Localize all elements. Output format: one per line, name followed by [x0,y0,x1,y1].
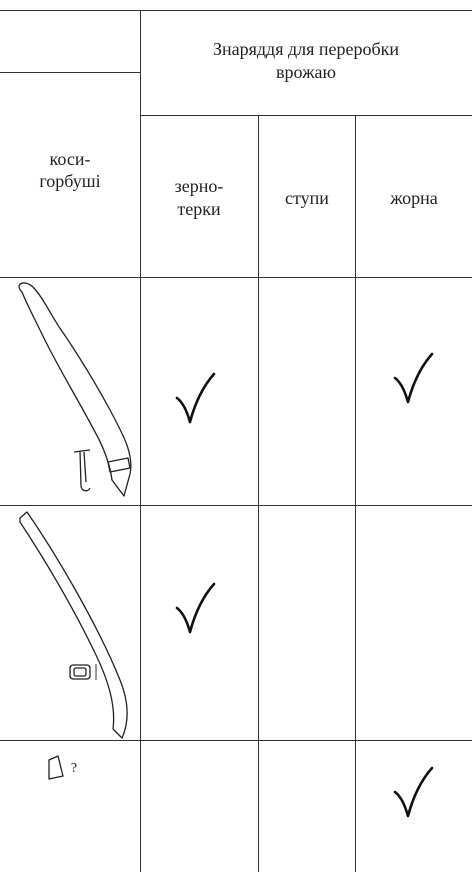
checkmark [393,766,434,818]
scythe-drawing [19,511,128,739]
group-header: врожаю [276,62,336,82]
column-header: терки [177,199,221,219]
column-header: ступи [285,188,329,208]
query-mark: ? [71,761,77,776]
checkmark [175,582,216,634]
column-header: коси- [50,149,91,169]
group-header: Знаряддя для переробки [213,39,399,59]
column-header: зерно- [175,176,224,196]
checkmark [393,352,434,404]
fragment-drawing [48,755,64,780]
checkmark [175,372,216,424]
table-grid [0,10,472,872]
scythe-drawing [18,282,132,497]
column-header: горбуші [39,171,100,191]
column-header: жорна [389,188,438,208]
